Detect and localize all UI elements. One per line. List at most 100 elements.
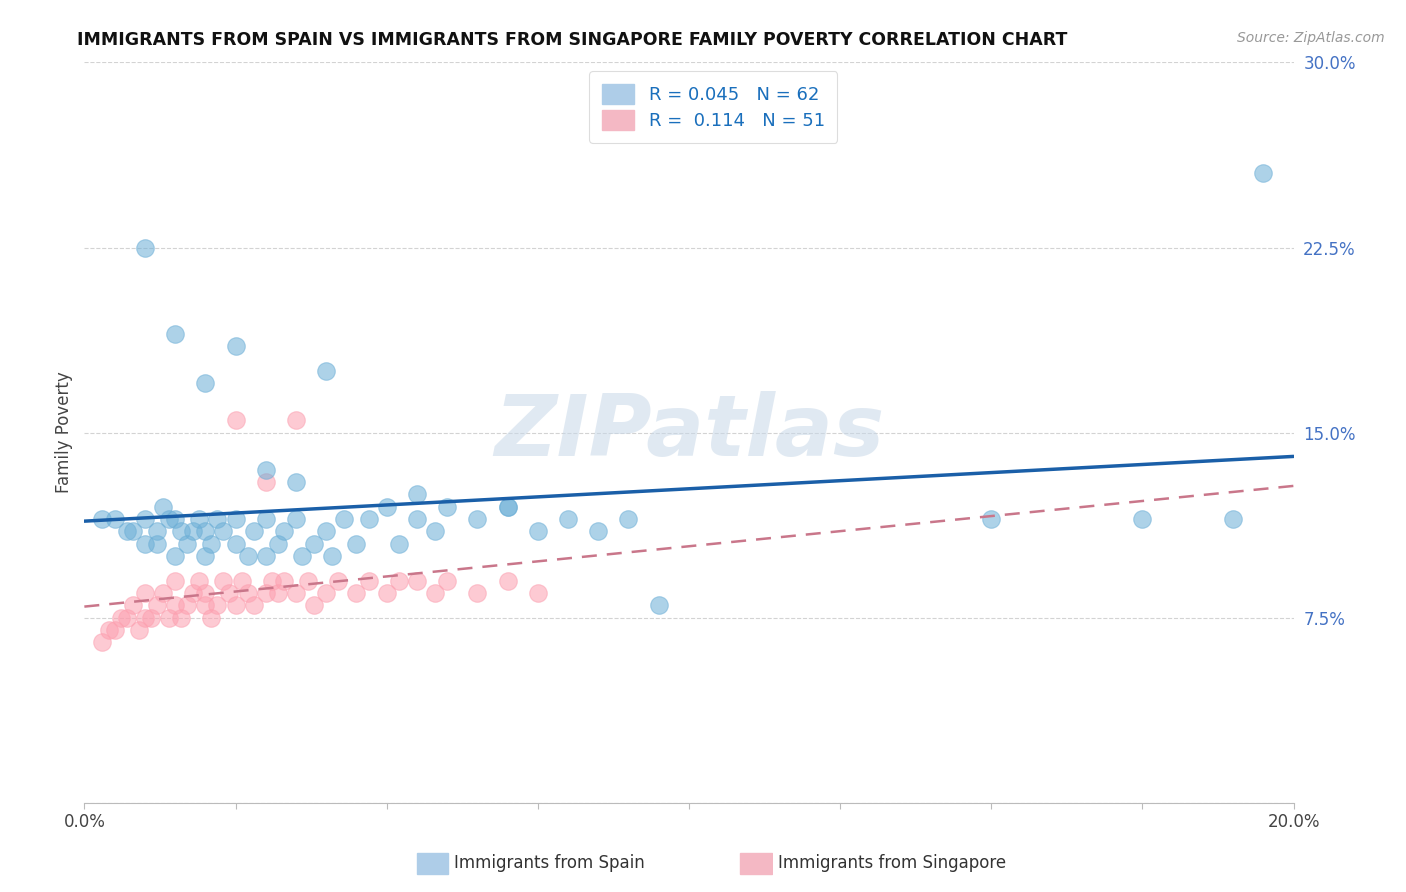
Point	[134, 610, 156, 624]
Point	[496, 500, 519, 514]
Point	[467, 512, 489, 526]
Point	[225, 339, 247, 353]
Point	[115, 524, 138, 539]
Point	[212, 574, 235, 588]
Point	[980, 512, 1002, 526]
Point	[146, 536, 169, 550]
Point	[128, 623, 150, 637]
Point	[188, 512, 211, 526]
Y-axis label: Family Poverty: Family Poverty	[55, 372, 73, 493]
Point	[170, 610, 193, 624]
Point	[315, 524, 337, 539]
Point	[467, 586, 489, 600]
Point	[97, 623, 120, 637]
Point	[170, 524, 193, 539]
Point	[134, 586, 156, 600]
Point	[496, 500, 519, 514]
Point	[297, 574, 319, 588]
Point	[157, 610, 180, 624]
Point	[134, 536, 156, 550]
Point	[648, 599, 671, 613]
Point	[165, 549, 187, 563]
Point	[225, 536, 247, 550]
Point	[91, 512, 114, 526]
Point	[406, 512, 429, 526]
Point	[375, 586, 398, 600]
Point	[406, 574, 429, 588]
Point	[527, 586, 550, 600]
Text: IMMIGRANTS FROM SPAIN VS IMMIGRANTS FROM SINGAPORE FAMILY POVERTY CORRELATION CH: IMMIGRANTS FROM SPAIN VS IMMIGRANTS FROM…	[77, 31, 1067, 49]
Point	[436, 500, 458, 514]
Point	[375, 500, 398, 514]
Point	[231, 574, 253, 588]
Point	[200, 536, 222, 550]
Point	[1130, 512, 1153, 526]
Point	[165, 574, 187, 588]
Point	[104, 512, 127, 526]
Point	[188, 574, 211, 588]
Point	[267, 586, 290, 600]
Point	[557, 512, 579, 526]
Point	[496, 574, 519, 588]
Point	[194, 586, 217, 600]
Point	[254, 549, 277, 563]
Point	[139, 610, 162, 624]
Point	[146, 599, 169, 613]
Point	[176, 536, 198, 550]
Point	[357, 574, 380, 588]
Point	[200, 610, 222, 624]
Point	[423, 586, 446, 600]
Point	[146, 524, 169, 539]
Point	[194, 524, 217, 539]
Point	[225, 512, 247, 526]
Point	[242, 599, 264, 613]
Point	[333, 512, 356, 526]
Point	[388, 574, 411, 588]
Point	[242, 524, 264, 539]
Point	[110, 610, 132, 624]
Point	[165, 326, 187, 341]
Point	[134, 512, 156, 526]
Point	[423, 524, 446, 539]
Text: Immigrants from Singapore: Immigrants from Singapore	[778, 855, 1005, 872]
Point	[121, 524, 143, 539]
FancyBboxPatch shape	[416, 853, 449, 874]
FancyBboxPatch shape	[740, 853, 772, 874]
Point	[285, 586, 308, 600]
Text: Source: ZipAtlas.com: Source: ZipAtlas.com	[1237, 31, 1385, 45]
Point	[254, 586, 277, 600]
Point	[225, 599, 247, 613]
Point	[617, 512, 640, 526]
Point	[218, 586, 240, 600]
Point	[346, 586, 368, 600]
Point	[527, 524, 550, 539]
Point	[157, 512, 180, 526]
Point	[207, 512, 229, 526]
Point	[236, 586, 259, 600]
Point	[115, 610, 138, 624]
Point	[285, 475, 308, 489]
Point	[194, 376, 217, 391]
Point	[588, 524, 610, 539]
Point	[436, 574, 458, 588]
Point	[346, 536, 368, 550]
Point	[152, 586, 174, 600]
Point	[104, 623, 127, 637]
Point	[273, 574, 295, 588]
Point	[181, 524, 204, 539]
Point	[254, 512, 277, 526]
Point	[291, 549, 314, 563]
Point	[181, 586, 204, 600]
Point	[388, 536, 411, 550]
Point	[267, 536, 290, 550]
Point	[254, 462, 277, 476]
Text: ZIPatlas: ZIPatlas	[494, 391, 884, 475]
Point	[328, 574, 350, 588]
Point	[357, 512, 380, 526]
Point	[207, 599, 229, 613]
Point	[260, 574, 283, 588]
Point	[406, 487, 429, 501]
Point	[194, 599, 217, 613]
Point	[194, 549, 217, 563]
Point	[121, 599, 143, 613]
